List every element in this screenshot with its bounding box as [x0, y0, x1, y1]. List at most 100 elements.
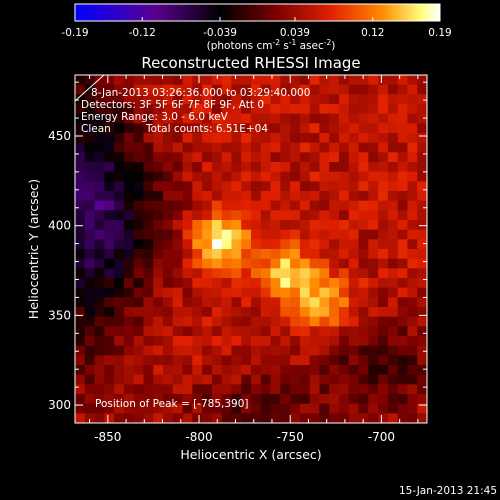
- heatmap-cell: [348, 278, 360, 289]
- heatmap-cell: [270, 162, 281, 173]
- heatmap-cell: [251, 133, 262, 144]
- heatmap-cell: [348, 123, 360, 134]
- heatmap-cell: [348, 142, 360, 153]
- heatmap-cell: [309, 403, 321, 414]
- heatmap-cell: [221, 355, 233, 366]
- heatmap-cell: [260, 297, 272, 308]
- heatmap-cell: [417, 200, 427, 211]
- heatmap-cell: [251, 307, 262, 318]
- heatmap-cell: [114, 142, 125, 153]
- heatmap-cell: [387, 200, 399, 211]
- heatmap-cell: [163, 113, 174, 124]
- heatmap-cell: [192, 104, 203, 115]
- heatmap-cell: [172, 152, 184, 163]
- heatmap-cell: [378, 355, 389, 366]
- heatmap-cell: [241, 355, 252, 366]
- heatmap-cell: [123, 345, 135, 356]
- heatmap-cell: [260, 258, 272, 269]
- heatmap-cells: [75, 75, 427, 423]
- heatmap-cell: [221, 413, 233, 423]
- heatmap-cell: [280, 374, 291, 385]
- heatmap-cell: [339, 249, 350, 260]
- heatmap-cell: [339, 142, 350, 153]
- heatmap-cell: [114, 162, 125, 173]
- heatmap-cell: [182, 403, 193, 414]
- heatmap-cell: [309, 123, 321, 134]
- heatmap-cell: [368, 413, 379, 423]
- heatmap-cell: [114, 384, 125, 395]
- heatmap-cell: [104, 210, 115, 221]
- heatmap-cell: [387, 355, 399, 366]
- heatmap-cell: [153, 210, 164, 221]
- heatmap-cell: [153, 113, 164, 124]
- heatmap-cell: [339, 278, 350, 289]
- heatmap-cell: [339, 210, 350, 221]
- heatmap-cell: [417, 394, 427, 405]
- heatmap-cell: [319, 191, 330, 202]
- heatmap-cell: [348, 374, 360, 385]
- heatmap-cell: [172, 191, 184, 202]
- heatmap-cell: [133, 104, 145, 115]
- heatmap-cell: [211, 142, 223, 153]
- heatmap-cell: [192, 258, 203, 269]
- heatmap-cell: [192, 384, 203, 395]
- heatmap-cell: [280, 278, 291, 289]
- heatmap-cell: [114, 268, 125, 279]
- heatmap-cell: [202, 123, 213, 134]
- heatmap-cell: [368, 336, 379, 347]
- limb-line: [74, 74, 105, 102]
- heatmap-cell: [397, 249, 409, 260]
- heatmap-cell: [397, 394, 409, 405]
- heatmap-cell: [241, 258, 252, 269]
- heatmap-cell: [163, 210, 174, 221]
- heatmap-cell: [299, 307, 311, 318]
- heatmap-cell: [270, 287, 281, 298]
- heatmap-cell: [368, 171, 379, 182]
- heatmap-cell: [182, 345, 193, 356]
- heatmap-cell: [104, 326, 115, 337]
- heatmap-cell: [241, 316, 252, 327]
- heatmap-cell: [241, 210, 252, 221]
- heatmap-cell: [378, 316, 389, 327]
- heatmap-cell: [114, 258, 125, 269]
- x-tick-label: -750: [277, 430, 304, 444]
- heatmap-cell: [397, 191, 409, 202]
- heatmap-cell: [387, 220, 399, 231]
- heatmap-cell: [114, 239, 125, 250]
- heatmap-cell: [172, 287, 184, 298]
- heatmap-cell: [202, 200, 213, 211]
- heatmap-cell: [84, 113, 96, 124]
- heatmap-cell: [133, 152, 145, 163]
- heatmap-cell: [192, 239, 203, 250]
- heatmap-cell: [397, 336, 409, 347]
- heatmap-cell: [260, 162, 272, 173]
- heatmap-cell: [417, 278, 427, 289]
- heatmap-cell: [387, 336, 399, 347]
- heatmap-cell: [407, 229, 418, 240]
- heatmap-cell: [123, 297, 135, 308]
- heatmap-cell: [397, 133, 409, 144]
- heatmap-cell: [387, 249, 399, 260]
- heatmap-cell: [114, 413, 125, 423]
- heatmap-cell: [163, 287, 174, 298]
- heatmap-cell: [241, 394, 252, 405]
- heatmap-cell: [417, 307, 427, 318]
- heatmap-cell: [339, 113, 350, 124]
- colorbar: [74, 3, 441, 22]
- heatmap-cell: [202, 297, 213, 308]
- heatmap-cell: [358, 220, 369, 231]
- heatmap-cell: [329, 374, 340, 385]
- heatmap-cell: [192, 113, 203, 124]
- colorbar-tick-label: -0.12: [129, 27, 156, 39]
- heatmap-cell: [358, 113, 369, 124]
- heatmap-cell: [241, 200, 252, 211]
- heatmap-cell: [299, 84, 311, 95]
- heatmap-cell: [221, 210, 233, 221]
- heatmap-cell: [358, 355, 369, 366]
- heatmap-cell: [75, 94, 86, 105]
- heatmap-cell: [94, 316, 105, 327]
- heatmap-cell: [182, 84, 193, 95]
- heatmap-cell: [202, 413, 213, 423]
- heatmap-cell: [251, 104, 262, 115]
